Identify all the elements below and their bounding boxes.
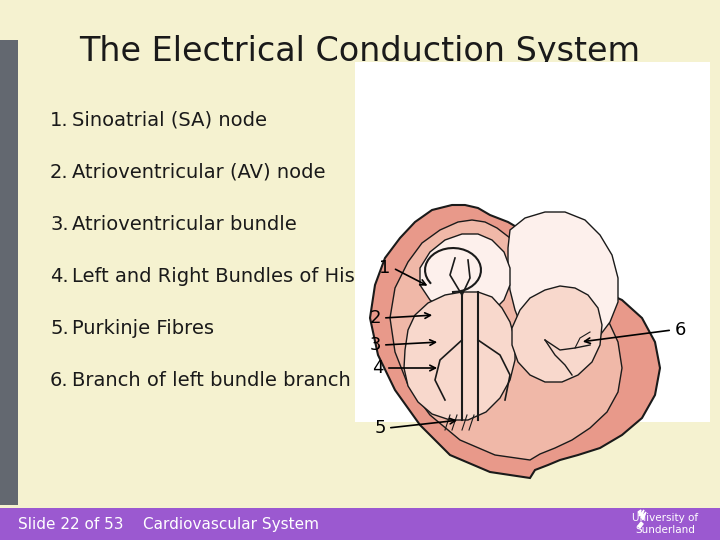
Polygon shape xyxy=(404,292,515,420)
Text: Branch of left bundle branch: Branch of left bundle branch xyxy=(72,370,351,389)
Polygon shape xyxy=(370,205,660,478)
Bar xyxy=(355,62,710,422)
Text: 5.: 5. xyxy=(50,319,68,338)
Polygon shape xyxy=(638,510,646,520)
Text: The Electrical Conduction System: The Electrical Conduction System xyxy=(79,35,641,68)
Text: 4.: 4. xyxy=(50,267,68,286)
Text: 3.: 3. xyxy=(50,214,68,233)
Text: 5: 5 xyxy=(374,419,386,437)
Bar xyxy=(0,508,720,540)
Text: 1: 1 xyxy=(379,259,391,277)
Polygon shape xyxy=(638,522,643,528)
Polygon shape xyxy=(390,220,622,460)
Text: Atrioventricular (AV) node: Atrioventricular (AV) node xyxy=(72,163,325,181)
Text: 2: 2 xyxy=(369,309,381,327)
Text: 4: 4 xyxy=(372,359,384,377)
Text: University of
Sunderland: University of Sunderland xyxy=(632,513,698,535)
Polygon shape xyxy=(420,234,510,318)
Text: Left and Right Bundles of His: Left and Right Bundles of His xyxy=(72,267,355,286)
Bar xyxy=(0,40,18,505)
Text: Sinoatrial (SA) node: Sinoatrial (SA) node xyxy=(72,111,267,130)
Text: Atrioventricular bundle: Atrioventricular bundle xyxy=(72,214,297,233)
Text: Slide 22 of 53    Cardiovascular System: Slide 22 of 53 Cardiovascular System xyxy=(18,516,319,531)
Text: 6.: 6. xyxy=(50,370,68,389)
Text: Purkinje Fibres: Purkinje Fibres xyxy=(72,319,214,338)
Text: 1.: 1. xyxy=(50,111,68,130)
Text: 6: 6 xyxy=(675,321,685,339)
Polygon shape xyxy=(508,212,618,352)
Polygon shape xyxy=(512,286,602,382)
Text: 3: 3 xyxy=(369,336,381,354)
Text: 2.: 2. xyxy=(50,163,68,181)
